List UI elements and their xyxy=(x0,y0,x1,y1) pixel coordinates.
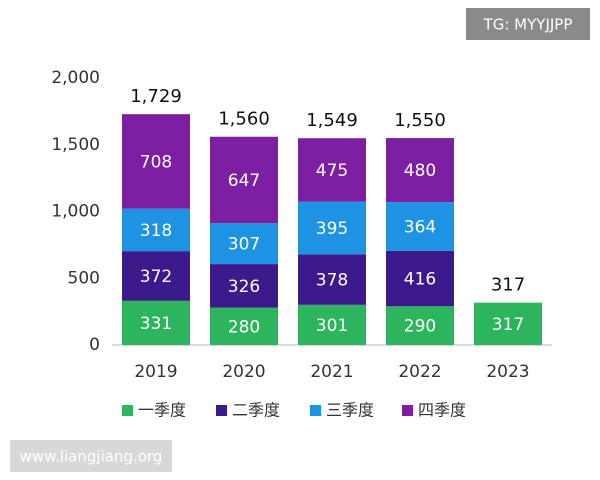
x-tick-label: 2019 xyxy=(134,362,177,382)
data-label: 326 xyxy=(228,277,260,297)
y-tick-label: 500 xyxy=(68,268,100,288)
bar-segment xyxy=(298,138,366,202)
bar-segment xyxy=(298,304,366,345)
bar-segment xyxy=(386,202,454,251)
bar-segment xyxy=(298,201,366,255)
legend-label: 二季度 xyxy=(232,401,280,420)
data-label: 395 xyxy=(316,219,348,239)
data-label: 372 xyxy=(140,267,172,287)
legend-label: 三季度 xyxy=(326,401,374,420)
bar-segment xyxy=(210,223,278,265)
legend-swatch xyxy=(122,405,133,416)
data-label: 416 xyxy=(404,270,436,290)
legend-label: 四季度 xyxy=(418,401,466,420)
x-tick-label: 2022 xyxy=(398,362,441,382)
bar-segment xyxy=(386,306,454,345)
data-label: 331 xyxy=(140,314,172,334)
bar-segment xyxy=(210,307,278,345)
data-label: 475 xyxy=(316,161,348,181)
data-label: 280 xyxy=(228,317,260,337)
data-label: 480 xyxy=(404,161,436,181)
data-label: 317 xyxy=(492,315,524,335)
bar-segment xyxy=(122,114,190,209)
legend-swatch xyxy=(216,405,227,416)
bar-segment xyxy=(386,138,454,203)
watermark: TG: MYYJJPP xyxy=(483,16,573,34)
y-tick-label: 2,000 xyxy=(51,68,100,88)
data-label: 318 xyxy=(140,221,172,241)
bar-segment xyxy=(210,264,278,308)
data-label: 708 xyxy=(140,152,172,172)
x-tick-label: 2021 xyxy=(310,362,353,382)
total-label: 317 xyxy=(491,275,525,296)
data-label: 307 xyxy=(228,235,260,255)
legend-swatch xyxy=(310,405,321,416)
bar-segment xyxy=(122,251,190,301)
bar-segment xyxy=(122,208,190,252)
watermark-box xyxy=(10,440,172,472)
x-tick-label: 2020 xyxy=(222,362,265,382)
data-label: 301 xyxy=(316,316,348,336)
y-tick-label: 0 xyxy=(89,335,100,355)
x-tick-label: 2023 xyxy=(486,362,529,382)
bar-segment xyxy=(298,254,366,305)
legend-label: 一季度 xyxy=(138,401,186,420)
legend-swatch xyxy=(402,405,413,416)
data-label: 647 xyxy=(228,171,260,191)
data-label: 378 xyxy=(316,271,348,291)
bar-segment xyxy=(474,302,542,345)
data-label: 290 xyxy=(404,317,436,337)
bar-segment xyxy=(210,136,278,224)
total-label: 1,550 xyxy=(394,110,446,131)
bar-segment xyxy=(122,300,190,345)
y-tick-label: 1,000 xyxy=(51,202,100,222)
total-label: 1,549 xyxy=(306,110,358,131)
bar-segment xyxy=(386,250,454,307)
y-tick-label: 1,500 xyxy=(51,135,100,155)
total-label: 1,560 xyxy=(218,109,270,130)
data-label: 364 xyxy=(404,217,436,237)
total-label: 1,729 xyxy=(130,86,182,107)
watermark-box xyxy=(466,8,590,40)
watermark: www.liangjiang.org xyxy=(20,448,163,466)
